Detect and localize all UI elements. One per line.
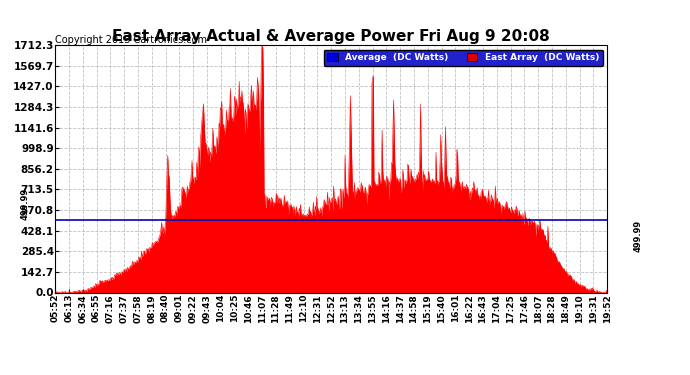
Text: Copyright 2013 Cartronics.com: Copyright 2013 Cartronics.com <box>55 35 207 45</box>
Legend: Average  (DC Watts), East Array  (DC Watts): Average (DC Watts), East Array (DC Watts… <box>324 50 602 66</box>
Text: 499.99: 499.99 <box>20 188 29 220</box>
Text: 499.99: 499.99 <box>633 220 642 252</box>
Title: East Array Actual & Average Power Fri Aug 9 20:08: East Array Actual & Average Power Fri Au… <box>112 29 550 44</box>
